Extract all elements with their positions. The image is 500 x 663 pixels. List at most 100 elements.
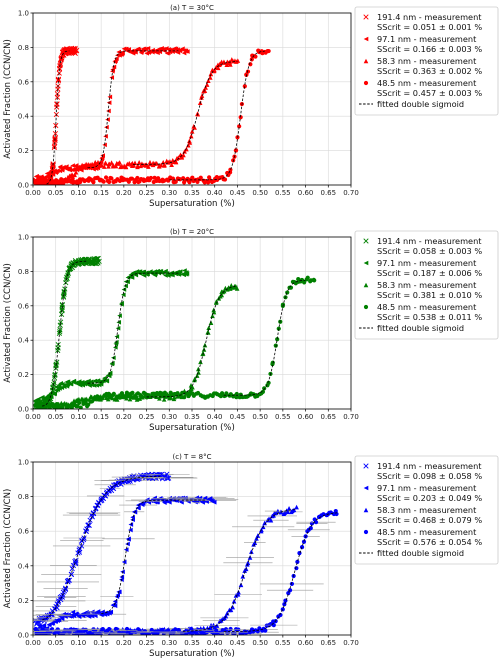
data-point — [137, 396, 143, 401]
legend-label: 48.5 nm - measurement — [377, 78, 477, 88]
chart-title: (b) T = 20°C — [170, 228, 214, 236]
data-point — [57, 327, 63, 333]
data-point — [220, 628, 225, 633]
data-point — [95, 255, 101, 262]
data-point — [285, 509, 291, 515]
data-point — [129, 275, 135, 280]
data-point — [76, 549, 83, 555]
data-point — [105, 396, 111, 402]
x-tick-label: 0.25 — [139, 639, 155, 647]
data-point — [117, 313, 122, 318]
data-point — [233, 148, 239, 153]
data-point — [59, 616, 65, 622]
data-point — [117, 160, 122, 165]
data-point — [213, 300, 219, 305]
data-point — [294, 504, 299, 510]
data-point — [81, 535, 87, 541]
legend-marker — [363, 260, 369, 266]
x-tick-label: 0.10 — [71, 639, 87, 647]
data-point — [168, 395, 174, 400]
data-point — [75, 550, 81, 556]
x-tick-label: 0.15 — [93, 639, 109, 647]
data-point — [78, 405, 83, 409]
y-tick-label: 0.6 — [18, 78, 30, 86]
legend-marker — [363, 238, 369, 244]
y-tick-label: 0.0 — [18, 406, 29, 414]
data-point — [73, 169, 79, 175]
data-point — [275, 508, 281, 514]
data-point — [184, 271, 190, 276]
x-tick-label: 0.35 — [184, 639, 200, 647]
data-point — [80, 537, 87, 543]
x-tick-label: 0.55 — [275, 413, 291, 421]
data-point — [67, 167, 73, 173]
data-point — [173, 179, 178, 184]
data-point — [116, 49, 121, 55]
data-point — [169, 162, 174, 167]
data-point — [278, 612, 283, 618]
data-point — [194, 373, 200, 378]
data-point — [162, 163, 167, 168]
data-point — [79, 379, 85, 385]
data-point — [230, 604, 236, 610]
data-point — [163, 273, 168, 278]
data-point — [61, 402, 67, 407]
data-point — [214, 623, 220, 628]
chart-panel-2: 0.00 0.05 0.10 0.15 0.20 0.25 0.30 0.35 0.40 0.45… — [3, 228, 499, 433]
data-point — [190, 175, 195, 180]
data-point — [224, 391, 229, 396]
data-point — [110, 162, 116, 168]
fit-curve — [169, 50, 265, 181]
data-point — [99, 162, 105, 168]
data-point — [74, 47, 80, 54]
x-tick-label: 0.30 — [161, 413, 177, 421]
legend-label: 97.1 nm - measurement — [377, 483, 477, 493]
data-point — [145, 45, 151, 51]
data-point — [86, 402, 91, 407]
data-point — [262, 520, 267, 526]
data-point — [44, 179, 49, 184]
fit-curve — [182, 509, 297, 632]
data-point — [96, 258, 102, 265]
data-point — [50, 402, 55, 407]
data-point — [173, 159, 179, 165]
data-point — [228, 626, 233, 632]
y-tick-label: 0.6 — [18, 528, 30, 536]
data-point — [231, 598, 237, 604]
y-axis-label: Activated Fraction (CCN/CN) — [3, 39, 13, 159]
data-point — [271, 623, 276, 628]
legend-marker — [363, 529, 369, 535]
series-48-5-nm — [39, 275, 317, 409]
data-point — [210, 313, 215, 319]
fit-curve — [101, 499, 206, 615]
legend-marker — [363, 36, 369, 42]
data-point — [104, 378, 110, 383]
data-point — [53, 122, 59, 129]
data-point — [51, 379, 57, 386]
data-point — [152, 495, 157, 501]
data-point — [208, 71, 214, 77]
plot-area — [33, 45, 271, 185]
data-point — [108, 609, 114, 615]
data-point — [107, 371, 113, 376]
x-tick-label: 0.70 — [343, 189, 359, 197]
legend-sscrit: SScrit = 0.187 ± 0.006 % — [377, 268, 482, 278]
data-point — [121, 395, 126, 400]
x-tick-label: 0.40 — [207, 189, 223, 197]
fit-curve — [46, 50, 70, 185]
data-point — [62, 286, 68, 292]
data-point — [59, 167, 65, 173]
data-point — [162, 48, 167, 54]
data-point — [312, 278, 317, 283]
data-point — [100, 626, 105, 632]
data-point — [48, 394, 54, 400]
legend-sscrit: SScrit = 0.203 ± 0.049 % — [377, 493, 482, 503]
y-tick-label: 1.0 — [18, 234, 29, 242]
data-point — [152, 175, 157, 180]
fit-curve — [87, 272, 179, 384]
x-tick-label: 0.20 — [116, 639, 132, 647]
y-tick-label: 0.8 — [18, 44, 29, 52]
legend-label: 97.1 nm - measurement — [377, 34, 477, 44]
legend-label: 191.4 nm - measurement — [377, 461, 482, 471]
